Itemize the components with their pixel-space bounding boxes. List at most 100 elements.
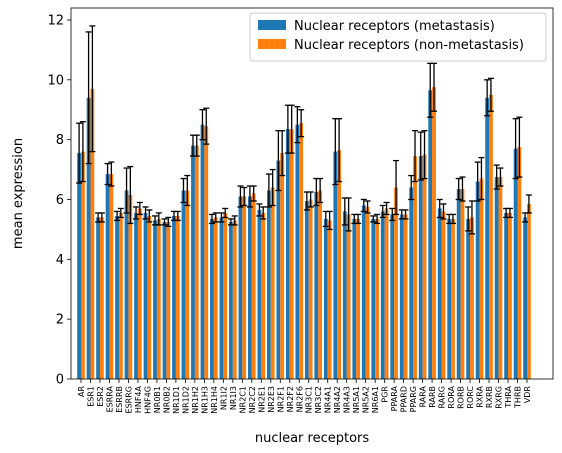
bar-metastasis-nr1i2 (219, 217, 224, 379)
bar-metastasis-rara (418, 156, 423, 379)
y-tick-label: 10 (47, 73, 64, 88)
plot-frame (70, 7, 554, 380)
error-bar (161, 218, 168, 226)
error-bar (231, 215, 238, 226)
y-tick-label: 12 (47, 13, 64, 28)
bar-metastasis-nr2e3 (266, 190, 271, 379)
bar-non-metastasis-nr4a3 (346, 214, 351, 379)
bar-non-metastasis-nr1i2 (223, 212, 228, 379)
error-bar (436, 198, 443, 219)
error-bar (199, 109, 206, 141)
error-bar (250, 185, 257, 202)
error-bar (180, 177, 187, 204)
x-tick-label: NR4A1 (324, 386, 333, 413)
x-tick-label: RXRB (485, 386, 494, 408)
error-bar (155, 212, 162, 226)
bar-metastasis-thra (504, 212, 509, 379)
bar-non-metastasis-rorb (460, 189, 465, 379)
bar-metastasis-nr1d1 (172, 215, 176, 379)
x-tick-label: HNF4A (134, 385, 143, 413)
x-tick-label: ESRRB (115, 386, 124, 413)
error-bar (269, 168, 276, 207)
bar-metastasis-nr6a1 (371, 218, 376, 379)
bar-metastasis-esr1 (86, 97, 91, 380)
error-bar (493, 164, 500, 190)
x-tick-label: NR1H2 (191, 386, 200, 414)
x-tick-label: NR2C1 (238, 386, 247, 413)
x-tick-label: PPARG (409, 386, 418, 412)
legend-label-non-metastasis: Nuclear receptors (non-metastasis) (294, 38, 524, 53)
error-bar (117, 207, 124, 219)
x-tick-label: NR0B2 (162, 386, 171, 413)
bar-non-metastasis-pgr (384, 208, 389, 379)
error-bar (256, 203, 263, 217)
bar-metastasis-nr1h4 (210, 218, 214, 379)
error-bar (174, 210, 181, 222)
error-bar (326, 210, 333, 231)
x-tick-label: THRB (514, 386, 523, 409)
x-tick-label: RORA (447, 385, 456, 408)
bar-non-metastasis-nr0b2 (166, 221, 171, 379)
bar-non-metastasis-vdr (527, 203, 531, 379)
bar-metastasis-rorb (456, 189, 461, 379)
bar-metastasis-nr5a2 (361, 205, 366, 379)
x-tick-label: NR5A1 (352, 386, 361, 413)
error-bar (389, 207, 396, 222)
error-bar (408, 174, 415, 201)
error-bar (455, 177, 462, 201)
error-bar (133, 206, 140, 220)
x-tick-label: NR6A1 (371, 386, 380, 413)
error-bar (512, 118, 519, 180)
bar-non-metastasis-hnf4a (137, 208, 142, 379)
error-bar (184, 174, 191, 207)
bar-non-metastasis-nr1h2 (194, 145, 199, 379)
bar-metastasis-esrra (105, 174, 110, 379)
error-bar (114, 210, 121, 222)
error-bar (123, 167, 130, 214)
bar-metastasis-ppard (399, 214, 404, 379)
error-bar (374, 213, 381, 225)
x-tick-label: NR3C1 (305, 386, 314, 413)
x-tick-label: NR2C2 (248, 386, 257, 413)
x-tick-label: RORC (466, 386, 475, 409)
bar-metastasis-hnf4g (143, 212, 148, 379)
bar-non-metastasis-nr1h3 (204, 126, 209, 379)
error-bar (393, 159, 400, 216)
bar-non-metastasis-nr2f1 (280, 153, 285, 379)
error-bar (208, 213, 215, 225)
bar-metastasis-nr2c2 (248, 196, 252, 379)
bar-non-metastasis-nr2e1 (261, 212, 266, 379)
bar-metastasis-nr1d2 (181, 190, 186, 379)
x-tick-label: NR2E3 (267, 386, 276, 413)
bars (77, 87, 531, 380)
legend: Nuclear receptors (metastasis) Nuclear r… (249, 12, 547, 62)
bar-metastasis-esrrg (124, 190, 129, 379)
x-tick-label: RARG (438, 386, 447, 408)
bar-non-metastasis-nr2c2 (251, 193, 256, 379)
error-bar (298, 109, 305, 138)
error-bar (307, 191, 314, 208)
error-bar (294, 106, 301, 144)
x-tick-label: NR1D2 (181, 386, 190, 414)
bar-metastasis-pparg (409, 187, 414, 379)
bar-metastasis-pgr (380, 211, 385, 379)
error-bar (417, 131, 424, 181)
bar-non-metastasis-nr2f6 (299, 123, 304, 379)
bar-metastasis-rarb (428, 90, 433, 379)
bar-non-metastasis-nr1d1 (175, 215, 180, 379)
x-axis-title: nuclear receptors (255, 431, 370, 446)
y-tick-label: 4 (56, 253, 64, 268)
bar-metastasis-rorc (466, 218, 471, 379)
y-axis-title: mean expression (11, 138, 26, 249)
y-axis: 0 2 4 6 8 10 12 (47, 13, 71, 388)
error-bar (336, 118, 343, 183)
error-bar (203, 107, 210, 145)
error-bar (279, 130, 286, 177)
bar-metastasis-rxrb (485, 97, 490, 380)
x-tick-label: RXRA (476, 385, 485, 407)
bar-metastasis-nr2e1 (257, 209, 262, 379)
error-bar (484, 79, 491, 117)
error-bar (85, 31, 92, 165)
bar-metastasis-hnf4a (134, 212, 138, 379)
x-tick-label: NR1H3 (200, 386, 209, 414)
